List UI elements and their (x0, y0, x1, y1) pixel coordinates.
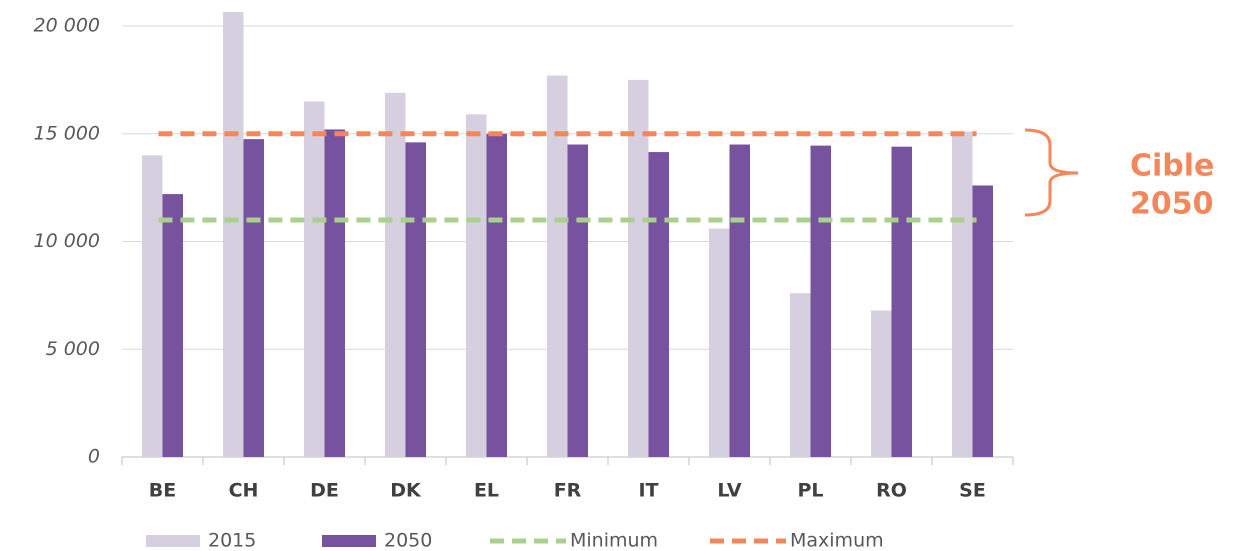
x-tick-label: PL (797, 480, 823, 502)
bar (810, 145, 831, 458)
y-tick-label: 20 000 (34, 15, 100, 37)
bar (891, 146, 912, 457)
bar (567, 144, 588, 457)
bar (729, 144, 750, 457)
y-tick-label: 5 000 (46, 338, 100, 360)
x-tick-label: LV (717, 480, 741, 502)
bar (162, 194, 183, 457)
x-tick-label: RO (876, 480, 907, 502)
x-tick-label: BE (149, 480, 176, 502)
bar (952, 131, 973, 457)
bar (648, 152, 669, 457)
bar (385, 92, 406, 458)
bar (790, 293, 811, 457)
brace (1024, 128, 1079, 217)
legend-label: Minimum (570, 530, 658, 551)
bar (972, 185, 993, 457)
bar (223, 11, 244, 458)
x-tick-label: IT (638, 480, 658, 502)
x-tick-label: CH (229, 480, 259, 502)
x-tick-label: DK (390, 480, 422, 502)
bar (547, 75, 568, 457)
bar (243, 139, 264, 457)
x-tick-label: DE (310, 480, 339, 502)
bar (466, 114, 487, 457)
x-tick-label: FR (554, 480, 582, 502)
x-tick-label: EL (474, 480, 499, 502)
legend-swatch (322, 535, 376, 547)
legend-swatch (146, 535, 200, 547)
y-tick-label: 15 000 (34, 122, 100, 144)
x-tick-label: SE (959, 480, 986, 502)
bar (709, 228, 730, 457)
y-tick-label: 0 (88, 446, 100, 468)
legend-label: 2015 (208, 530, 256, 551)
legend-label: 2050 (384, 530, 432, 551)
bar (628, 79, 649, 457)
bar (405, 142, 426, 457)
legend-label: Maximum (790, 530, 884, 551)
y-tick-label: 10 000 (34, 230, 100, 252)
annotation: 2050 (1130, 187, 1214, 222)
bar (142, 155, 163, 458)
bar (871, 310, 892, 457)
bar (324, 129, 345, 457)
bar (304, 101, 325, 458)
bar (486, 133, 507, 457)
annotation: Cible (1130, 149, 1214, 184)
